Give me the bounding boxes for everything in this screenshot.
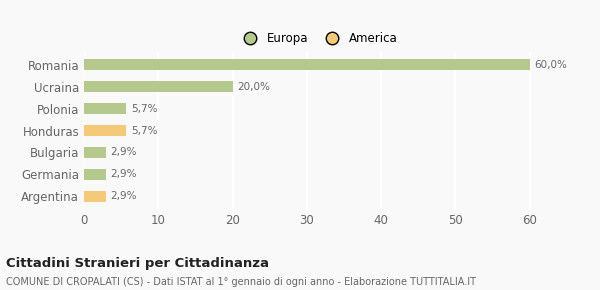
Legend: Europa, America: Europa, America (236, 30, 400, 48)
Text: COMUNE DI CROPALATI (CS) - Dati ISTAT al 1° gennaio di ogni anno - Elaborazione : COMUNE DI CROPALATI (CS) - Dati ISTAT al… (6, 277, 476, 287)
Bar (84, 191, 106, 202)
Bar (84, 81, 233, 92)
Bar (84, 169, 106, 180)
Text: 5,7%: 5,7% (131, 126, 157, 135)
Text: Cittadini Stranieri per Cittadinanza: Cittadini Stranieri per Cittadinanza (6, 257, 269, 270)
Text: 2,9%: 2,9% (110, 169, 137, 179)
Text: 2,9%: 2,9% (110, 147, 137, 157)
Text: 60,0%: 60,0% (534, 60, 567, 70)
Bar (84, 125, 127, 136)
Bar (84, 59, 530, 70)
Text: 2,9%: 2,9% (110, 191, 137, 201)
Text: 5,7%: 5,7% (131, 104, 157, 114)
Text: 20,0%: 20,0% (237, 82, 270, 92)
Bar (84, 103, 127, 114)
Bar (84, 147, 106, 158)
